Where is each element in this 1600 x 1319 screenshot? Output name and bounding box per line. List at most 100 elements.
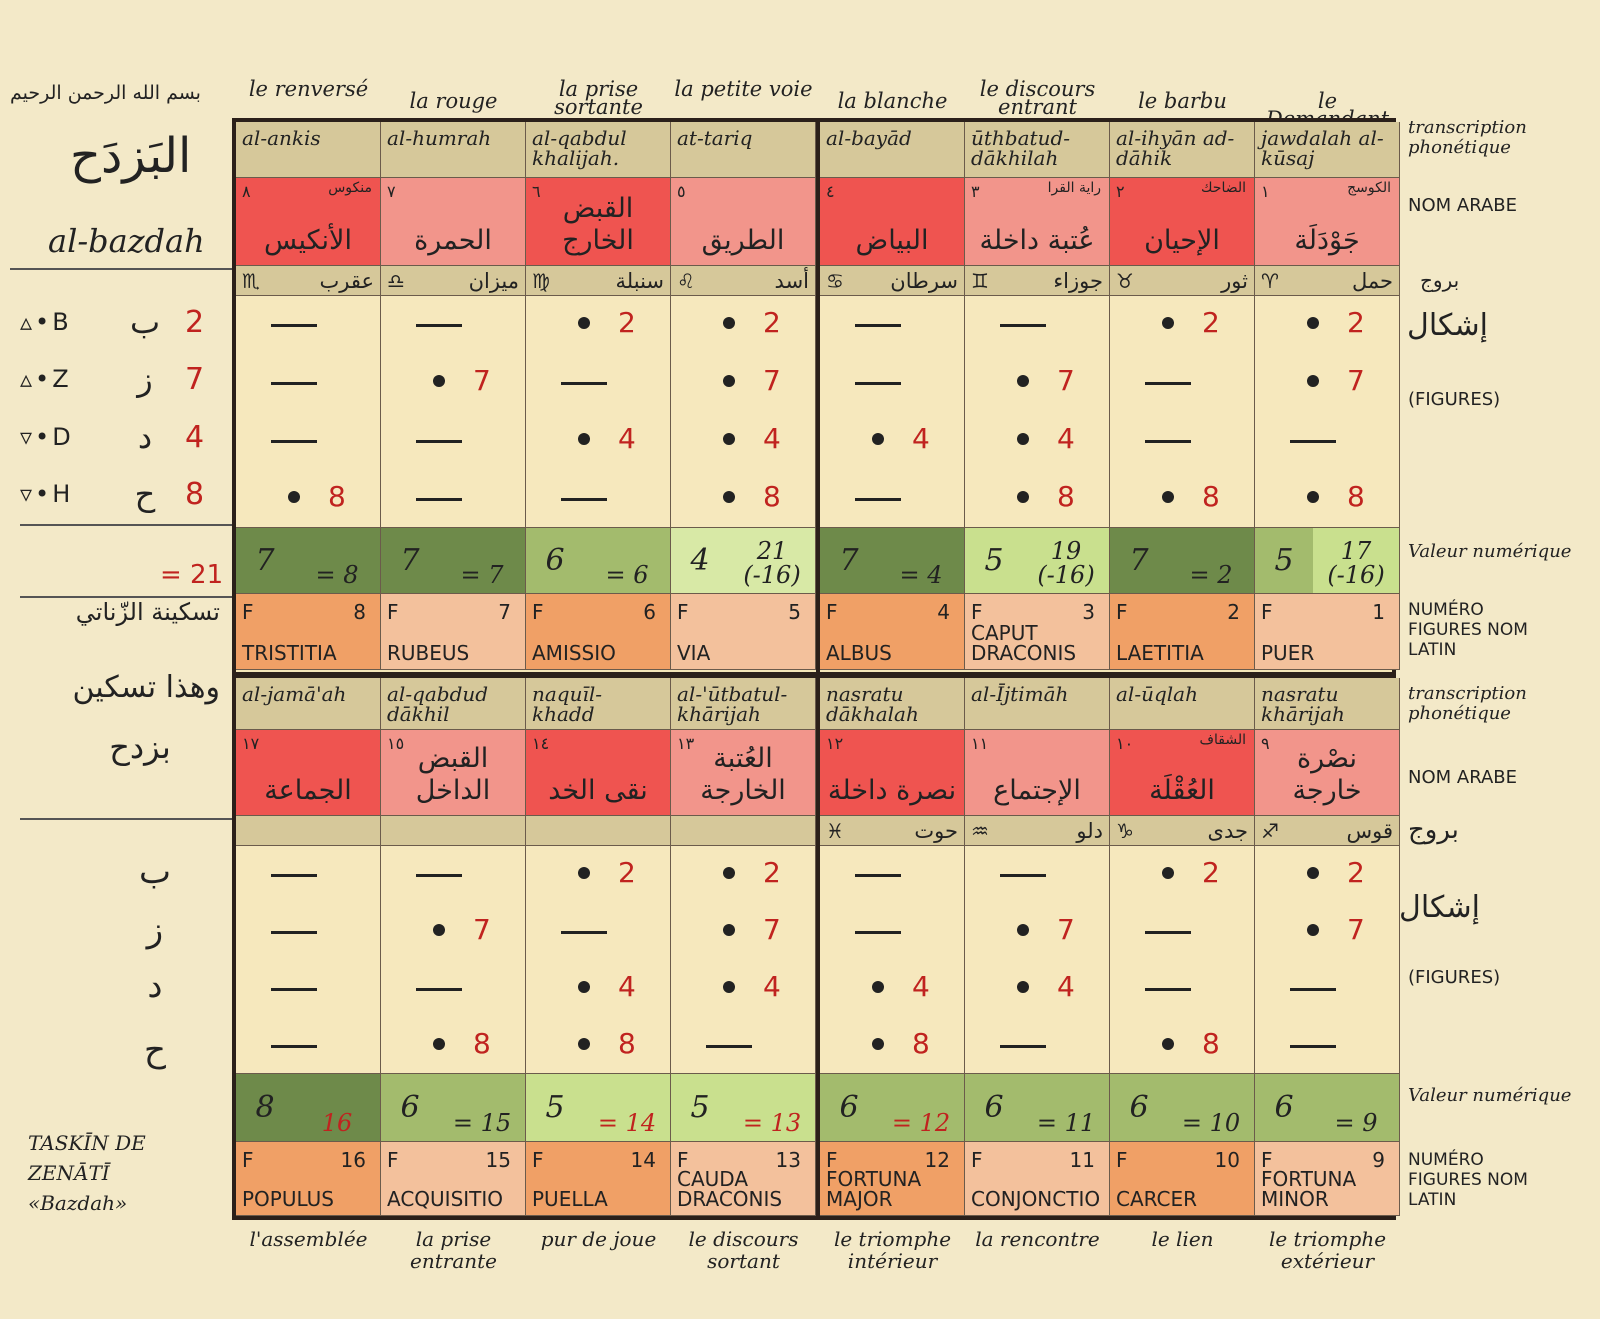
transcription-text: al-qabdud dākhil (387, 682, 489, 726)
figure-row: 8 (236, 470, 381, 528)
figure-letter: F (971, 600, 983, 624)
row-value: 4 (618, 970, 636, 1003)
label-burouj: بروج (1408, 815, 1459, 845)
figure-letter: F (826, 600, 838, 624)
figure-row: 4 (671, 960, 816, 1018)
dot-count: 6 (1110, 1074, 1169, 1141)
zodiac-name: حوت (914, 818, 958, 843)
row-value: 7 (473, 364, 491, 397)
figure-number: 3 (1082, 600, 1095, 624)
figure-row (1255, 412, 1400, 470)
figure-row (1255, 1017, 1400, 1075)
transcription-text: naquīl-khadd (532, 682, 603, 726)
figure-number: 7 (498, 600, 511, 624)
latin-name: PUELLA (532, 1187, 608, 1211)
zodiac-cell: ♑ جدى (1110, 816, 1255, 846)
arabic-name: نصْرة خارجة (1292, 743, 1362, 806)
taskin-latin-line: «Bazdah» (28, 1191, 128, 1215)
transcription-text: ūthbatud-dākhilah (971, 126, 1071, 170)
half-divider (232, 672, 1396, 678)
arabic-name-cell: ٤ البياض (820, 178, 965, 266)
value-cell: 6 = 15 (381, 1074, 526, 1142)
single-dot (1017, 981, 1029, 993)
figure-letter: F (1116, 1148, 1128, 1172)
figure-number: 14 (630, 1148, 656, 1172)
value-cell: 7 = 2 (1110, 528, 1255, 594)
arabic-name: عُتبة داخلة (979, 225, 1095, 256)
zodiac-cell: ♏ عقرب (236, 266, 381, 296)
zodiac-cell (526, 816, 671, 846)
latin-name: LAETITIA (1116, 641, 1204, 665)
single-dot (1307, 375, 1319, 387)
latin-name-cell: F 4 ALBUS (820, 594, 965, 670)
figure-row (381, 470, 526, 528)
element-symbol: ▿•H (20, 480, 74, 508)
arabic-name-cell: ٣ راية القرا عُتبة داخلة (965, 178, 1110, 266)
single-dot (578, 433, 590, 445)
single-dot (723, 924, 735, 936)
value-cell: 6 = 11 (965, 1074, 1110, 1142)
zodiac-sign-icon: ♍ (532, 268, 550, 293)
bottom-gloss: pur de joue (540, 1227, 657, 1251)
row-value: 8 (1347, 480, 1365, 513)
arabic-name-cell: ٦ القبض الخارج (526, 178, 671, 266)
value-cell: 7 = 4 (820, 528, 965, 594)
single-dot (723, 317, 735, 329)
transcription-cell: nasratu dākhalah (820, 678, 965, 730)
top-gloss: la blanche (837, 89, 948, 113)
numeric-value: = 13 (729, 1074, 815, 1141)
row-value: 2 (1202, 306, 1220, 339)
figure-number: 6 (643, 600, 656, 624)
numeric-value: 21 (-16) (729, 528, 815, 593)
figure-row (236, 903, 381, 961)
figure-index: ١١ (971, 734, 989, 753)
zodiac-cell: ♈ حمل (1255, 266, 1400, 296)
arabic-name-cell: ٨ منكوس الأنكيس (236, 178, 381, 266)
double-dash (416, 440, 462, 443)
transcription-cell: ūthbatud-dākhilah (965, 122, 1110, 178)
transcription-text: al-ūqlah (1116, 682, 1198, 706)
transcription-cell: at-tariq (671, 122, 816, 178)
label-figures: (FIGURES) (1408, 967, 1501, 988)
row-value: 7 (1347, 364, 1365, 397)
figure-row: 4 (526, 960, 671, 1018)
transcription-cell: al-humrah (381, 122, 526, 178)
arabic-name-cell: ٢ الضاحك الإحيان (1110, 178, 1255, 266)
dot-count: 6 (381, 1074, 440, 1141)
figure-row (381, 296, 526, 354)
zodiac-name: جدى (1207, 818, 1248, 843)
zodiac-name: سنبلة (615, 268, 664, 293)
row-value: 2 (618, 306, 636, 339)
zodiac-cell: ♉ ثور (1110, 266, 1255, 296)
figure-letter: F (387, 1148, 399, 1172)
zodiac-name: ميزان (468, 268, 519, 293)
figure-number: 2 (1227, 600, 1240, 624)
zodiac-sign-icon: ♉ (1116, 268, 1134, 293)
letter-value: 4 (185, 419, 205, 455)
figure-number: 4 (937, 600, 950, 624)
label-ashkal: إشكال (1399, 890, 1480, 925)
single-dot (1017, 433, 1029, 445)
divider (20, 596, 232, 598)
figure-index: ١ (1261, 182, 1270, 201)
double-dash (416, 988, 462, 991)
figure-letter: F (1261, 1148, 1273, 1172)
dot-count: 7 (1110, 528, 1169, 593)
transcription-text: jawdalah al-kūsaj (1261, 126, 1384, 170)
latin-name-cell: F 10 CARCER (1110, 1142, 1255, 1216)
value-cell: 6 = 12 (820, 1074, 965, 1142)
arabic-name: نقى الخد (548, 775, 648, 806)
bottom-gloss: le lien (1151, 1227, 1214, 1251)
figure-row: 2 (1255, 846, 1400, 904)
latin-name-cell: F 8 TRISTITIA (236, 594, 381, 670)
transcription-cell: al-ankis (236, 122, 381, 178)
letter-row-h: ▿•H ح 8 (20, 472, 230, 516)
figure-index: ٥ (677, 182, 686, 201)
figure-index: ١٣ (677, 734, 695, 753)
zodiac-sign-icon: ♒ (971, 818, 989, 843)
transcription-cell: naquīl-khadd (526, 678, 671, 730)
bottom-gloss: la rencontre (975, 1227, 1100, 1251)
latin-name: CAPUT DRACONIS (971, 621, 1077, 665)
